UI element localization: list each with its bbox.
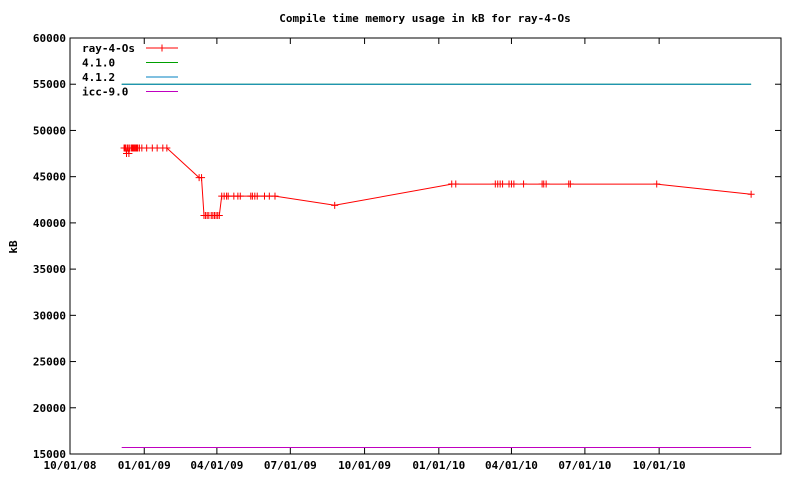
x-tick-label: 04/01/10 [485, 459, 538, 472]
data-point-marker [542, 180, 550, 188]
data-point-marker [271, 192, 279, 200]
y-tick-label: 15000 [33, 448, 66, 461]
x-tick-label: 01/01/09 [118, 459, 171, 472]
y-tick-label: 40000 [33, 217, 66, 230]
y-axis-label: kB [7, 240, 20, 254]
x-tick-label: 10/01/10 [633, 459, 686, 472]
data-point-marker [331, 201, 339, 209]
x-tick-label: 04/01/09 [190, 459, 243, 472]
series-markers [120, 144, 755, 219]
data-point-marker [198, 174, 206, 182]
data-point-marker [452, 180, 460, 188]
y-tick-label: 20000 [33, 402, 66, 415]
data-point-marker [566, 180, 574, 188]
axis-ticks [69, 37, 781, 455]
legend-marker [158, 44, 166, 52]
data-point-marker [499, 180, 507, 188]
x-tick-label: 07/01/10 [558, 459, 611, 472]
data-point-marker [520, 180, 528, 188]
x-tick-label: 07/01/09 [264, 459, 317, 472]
data-point-marker [215, 211, 223, 219]
x-axis-tick-labels: 10/01/08 01/01/09 04/01/09 07/01/09 10/01/09… [44, 459, 686, 472]
data-point-marker [236, 192, 244, 200]
y-tick-label: 30000 [33, 309, 66, 322]
y-tick-label: 50000 [33, 124, 66, 137]
y-tick-label: 55000 [33, 78, 66, 91]
data-point-marker [125, 150, 133, 158]
legend-label: icc-9.0 [82, 86, 128, 99]
plot-frame [69, 37, 782, 455]
series-lines [121, 83, 752, 448]
y-axis-tick-labels: 15000 20000 25000 30000 35000 40000 45000 50000… [33, 32, 66, 461]
legend: ray-4-Os 4.1.04.1.2 icc-9.0 [82, 42, 178, 99]
chart-title: Compile time memory usage in kB for ray-… [279, 12, 570, 25]
data-point-marker [510, 180, 518, 188]
legend-label: 4.1.0 [82, 57, 115, 70]
legend-label: 4.1.2 [82, 71, 115, 84]
data-point-marker [253, 192, 261, 200]
y-tick-label: 25000 [33, 356, 66, 369]
data-point-marker [653, 180, 661, 188]
data-point-marker [163, 144, 171, 152]
legend-label: ray-4-Os [82, 42, 135, 55]
data-point-marker [747, 190, 755, 198]
x-tick-label: 10/01/08 [44, 459, 97, 472]
y-tick-label: 60000 [33, 32, 66, 45]
y-tick-label: 35000 [33, 263, 66, 276]
x-tick-label: 01/01/10 [412, 459, 465, 472]
x-tick-label: 10/01/09 [338, 459, 391, 472]
y-tick-label: 45000 [33, 171, 66, 184]
